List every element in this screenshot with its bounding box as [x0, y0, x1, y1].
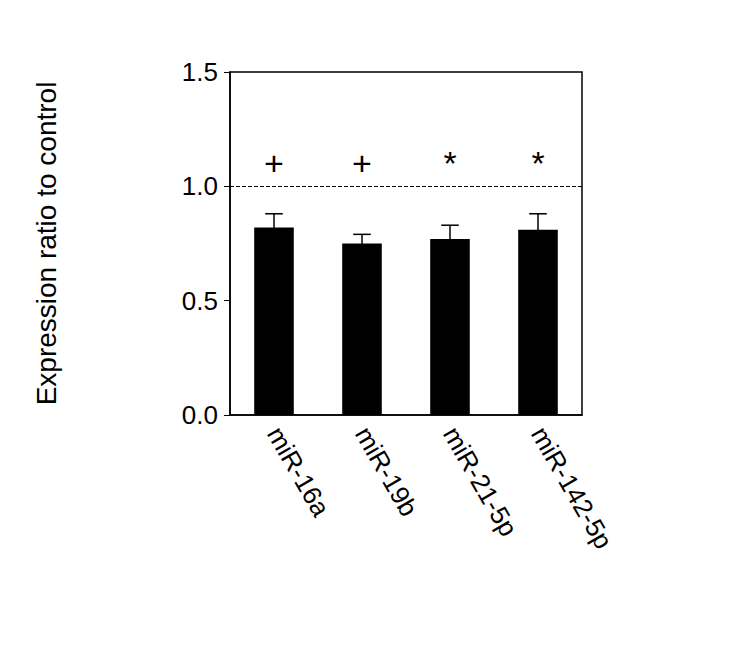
svg-text:miR-21-5p: miR-21-5p	[437, 421, 524, 541]
svg-text:*: *	[443, 144, 456, 182]
svg-text:+: +	[264, 144, 284, 182]
svg-text:0.0: 0.0	[182, 400, 218, 430]
svg-text:miR-19b: miR-19b	[349, 421, 424, 521]
svg-text:1.0: 1.0	[182, 171, 218, 201]
svg-text:+: +	[352, 144, 372, 182]
svg-text:miR-142-5p: miR-142-5p	[525, 421, 619, 554]
svg-text:0.5: 0.5	[182, 286, 218, 316]
svg-text:Expression ratio to control: Expression ratio to control	[31, 82, 62, 406]
svg-text:miR-16a: miR-16a	[261, 421, 336, 522]
svg-text:*: *	[531, 144, 544, 182]
svg-text:1.5: 1.5	[182, 57, 218, 87]
